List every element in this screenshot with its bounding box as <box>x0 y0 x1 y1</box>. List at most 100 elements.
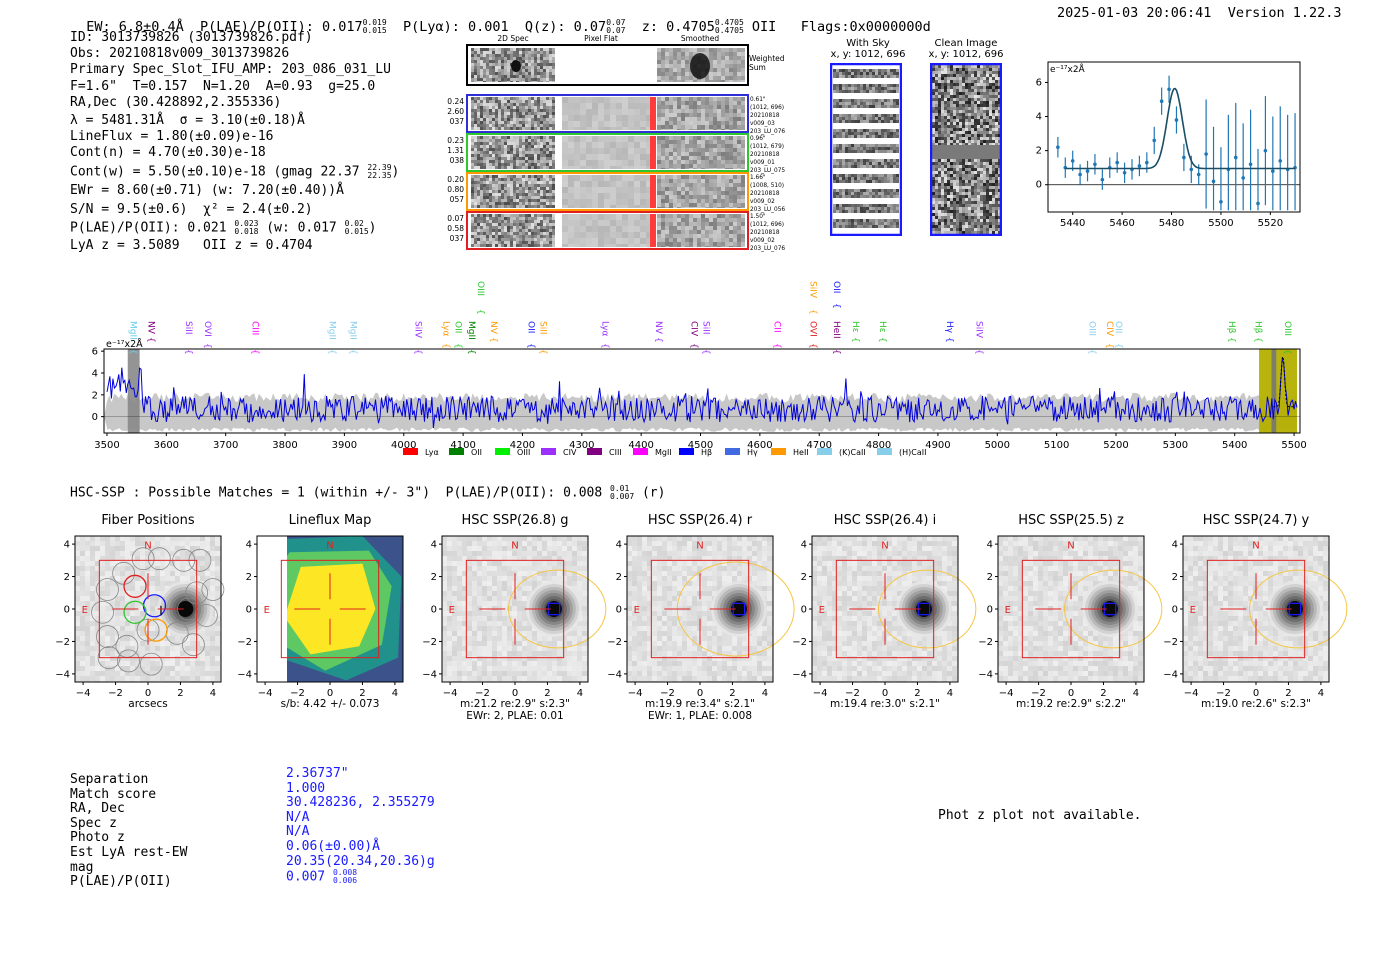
spec2d-row-2d <box>537 127 540 130</box>
spec2d-row-2d <box>471 151 474 154</box>
clean-noise <box>935 116 938 119</box>
clean-noise <box>968 216 971 219</box>
spec2d-row-2d <box>492 232 495 235</box>
clean-noise <box>995 68 998 71</box>
weighted-sum-2d <box>522 81 525 82</box>
spec2d-row-2d <box>492 109 495 112</box>
clean-noise <box>986 131 989 134</box>
clean-noise <box>995 192 998 195</box>
spec2d-row-flat <box>646 244 650 247</box>
spec2d-row-2d <box>489 190 492 193</box>
clean-noise <box>986 101 989 104</box>
spec2d-row-smoothed <box>689 226 693 230</box>
clean-noise <box>956 195 959 198</box>
clean-noise <box>977 65 980 68</box>
weighted-sum-2d <box>531 75 534 78</box>
clean-noise <box>965 143 968 145</box>
weighted-sum-smoothed <box>709 48 713 52</box>
clean-noise <box>986 168 989 171</box>
with-sky-fiber <box>896 177 899 180</box>
spec2d-row-smoothed <box>665 226 669 230</box>
clean-noise <box>932 107 935 110</box>
clean-noise <box>932 222 935 225</box>
spec2d-row-smoothed <box>729 140 733 144</box>
clean-noise <box>974 210 977 213</box>
spec2d-row-2d <box>489 127 492 130</box>
with-sky-fiber <box>848 90 851 93</box>
clean-noise <box>947 204 950 207</box>
clean-noise <box>944 113 947 116</box>
spec2d-row-2d <box>525 199 528 202</box>
spec2d-row-2d <box>510 238 513 241</box>
spec2d-row-flat <box>604 244 610 247</box>
spec2d-row-flat <box>562 109 568 115</box>
clean-noise <box>974 131 977 134</box>
clean-noise <box>977 98 980 101</box>
with-sky-fiber <box>893 120 896 123</box>
with-sky-fiber <box>893 174 896 177</box>
spec2d-row-smoothed <box>685 207 689 208</box>
with-sky-fiber <box>881 72 884 75</box>
with-sky-fiber <box>845 150 848 153</box>
spec2d-row-flat <box>634 103 640 109</box>
with-sky-fiber <box>857 72 860 75</box>
spec2d-row-smoothed <box>669 218 673 222</box>
with-sky-fiber <box>839 120 842 123</box>
clean-noise <box>998 219 1000 222</box>
with-sky-fiber <box>851 192 854 195</box>
clean-noise <box>947 165 950 168</box>
clean-noise <box>965 159 968 162</box>
spec2d-row-2d <box>480 229 483 232</box>
clean-noise <box>980 213 983 216</box>
with-sky-fiber <box>845 102 848 105</box>
spec2d-row-flat <box>568 97 574 103</box>
with-sky-fiber <box>833 192 836 195</box>
spec2d-row-2d <box>552 121 555 124</box>
clean-noise <box>941 192 944 195</box>
clean-noise <box>995 207 998 210</box>
spec2d-row-2d <box>531 238 534 241</box>
with-sky-fiber <box>887 207 890 210</box>
with-sky-fiber <box>857 192 860 195</box>
spec2d-row-2d <box>492 163 495 166</box>
clean-noise <box>956 134 959 137</box>
with-sky-fiber <box>854 165 857 168</box>
with-sky-fiber <box>833 210 836 213</box>
clean-noise <box>941 80 944 83</box>
spec2d-row-smoothed <box>737 105 741 109</box>
weighted-sum-smoothed <box>661 56 665 60</box>
spec2d-row-2d <box>516 103 519 106</box>
spec2d-row-meta: 203_LU_056 <box>750 207 785 213</box>
spec2d-row-2d <box>522 160 525 163</box>
spec2d-row-smoothed <box>737 242 741 246</box>
with-sky-fiber <box>839 114 842 117</box>
spec2d-row-2d <box>528 235 531 238</box>
spec2d-row-2d <box>519 157 522 160</box>
spec2d-row-2d <box>480 244 483 247</box>
weighted-sum-2d <box>510 57 513 60</box>
with-sky-fiber <box>866 162 869 165</box>
spec2d-row-flat <box>562 166 568 169</box>
clean-noise <box>941 110 944 113</box>
spec2d-row-smoothed <box>693 129 697 130</box>
spec2d-row-2d <box>534 187 537 190</box>
spec2d-row-flat <box>634 232 640 238</box>
clean-noise <box>956 225 959 228</box>
spec2d-row-smoothed <box>657 226 661 230</box>
spec2d-row-2d <box>507 196 510 199</box>
with-sky-fiber <box>887 129 890 132</box>
spec2d-row-flat <box>574 214 580 220</box>
spec2d-row-smoothed <box>733 230 737 234</box>
clean-noise <box>968 159 971 162</box>
clean-noise <box>995 122 998 125</box>
spec2d-row-2d <box>540 217 543 220</box>
spec2d-row-smoothed <box>697 218 701 222</box>
clean-noise <box>971 122 974 125</box>
spec2d-row-2d <box>546 181 549 184</box>
clean-noise <box>983 77 986 80</box>
with-sky-fiber <box>878 87 881 90</box>
clean-noise <box>968 98 971 101</box>
clean-noise <box>971 137 974 140</box>
spec2d-row-2d <box>552 214 555 217</box>
weighted-sum-2d <box>495 54 498 57</box>
